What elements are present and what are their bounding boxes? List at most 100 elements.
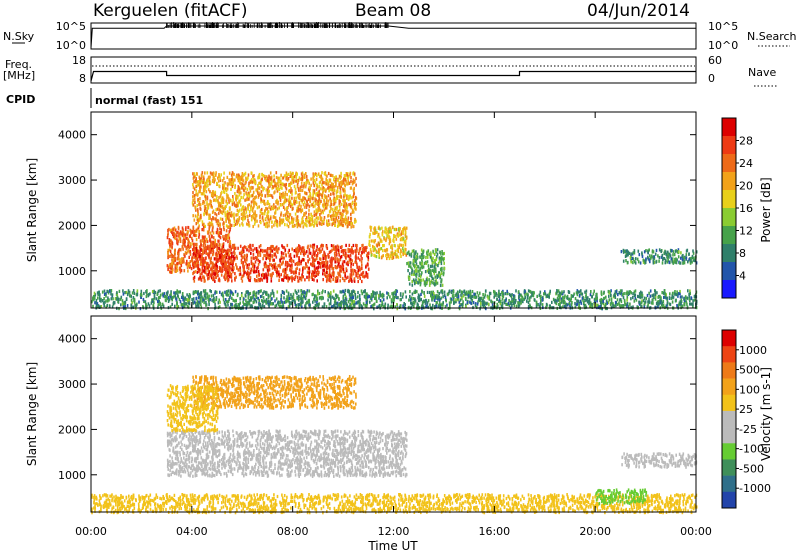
heatmap-cell bbox=[663, 295, 665, 299]
heatmap-cell bbox=[200, 259, 202, 264]
heatmap-cell bbox=[107, 296, 109, 300]
heatmap-cell bbox=[260, 277, 262, 281]
heatmap-cell bbox=[112, 301, 115, 305]
heatmap-cell bbox=[250, 297, 252, 301]
heatmap-cell bbox=[518, 304, 520, 308]
heatmap-cell bbox=[184, 227, 187, 232]
heatmap-cell bbox=[204, 245, 207, 250]
heatmap-cell bbox=[211, 192, 214, 196]
heatmap-cell bbox=[375, 297, 377, 301]
heatmap-cell bbox=[390, 304, 392, 308]
heatmap-cell bbox=[321, 195, 323, 200]
heatmap-cell bbox=[236, 266, 238, 270]
heatmap-cell bbox=[594, 298, 597, 302]
heatmap-cell bbox=[326, 263, 328, 267]
heatmap-cell bbox=[107, 299, 109, 303]
heatmap-cell bbox=[299, 188, 302, 192]
heatmap-cell bbox=[128, 290, 131, 294]
heatmap-cell bbox=[124, 300, 127, 304]
heatmap-cell bbox=[335, 279, 338, 283]
heatmap-cell bbox=[366, 275, 369, 279]
heatmap-cell bbox=[601, 301, 603, 305]
heatmap-cell bbox=[203, 290, 206, 294]
heatmap-cell bbox=[262, 174, 265, 178]
heatmap-cell bbox=[312, 219, 314, 223]
heatmap-cell bbox=[490, 300, 493, 304]
heatmap-cell bbox=[362, 302, 365, 306]
heatmap-cell bbox=[332, 217, 335, 221]
heatmap-cell bbox=[314, 250, 316, 254]
heatmap-cell bbox=[197, 277, 200, 281]
heatmap-cell bbox=[479, 301, 482, 305]
heatmap-cell bbox=[226, 291, 228, 295]
heatmap-cell bbox=[329, 259, 331, 263]
heatmap-cell bbox=[121, 299, 124, 303]
heatmap-cell bbox=[297, 303, 299, 307]
heatmap-cell bbox=[344, 178, 347, 182]
heatmap-cell bbox=[171, 258, 173, 262]
heatmap-cell bbox=[131, 291, 134, 295]
heatmap-cell bbox=[290, 270, 292, 274]
heatmap-cell bbox=[313, 258, 316, 262]
heatmap-cell bbox=[315, 303, 318, 307]
power-heatmap bbox=[91, 171, 698, 311]
heatmap-cell bbox=[327, 199, 330, 203]
heatmap-cell bbox=[184, 233, 186, 237]
heatmap-cell bbox=[196, 300, 199, 304]
heatmap-cell bbox=[332, 192, 334, 196]
heatmap-cell bbox=[593, 289, 595, 293]
heatmap-cell bbox=[630, 305, 632, 309]
heatmap-cell bbox=[226, 265, 229, 269]
heatmap-cell bbox=[259, 289, 261, 294]
heatmap-cell bbox=[282, 205, 285, 209]
heatmap-cell bbox=[225, 192, 228, 196]
heatmap-cell bbox=[267, 193, 270, 197]
heatmap-cell bbox=[222, 186, 224, 190]
heatmap-cell bbox=[564, 304, 567, 309]
heatmap-cell bbox=[262, 272, 264, 276]
heatmap-cell bbox=[591, 295, 593, 299]
heatmap-cell bbox=[418, 299, 421, 303]
heatmap-cell bbox=[275, 245, 278, 249]
heatmap-cell bbox=[272, 266, 274, 270]
heatmap-cell bbox=[251, 209, 254, 213]
heatmap-cell bbox=[517, 301, 520, 305]
heatmap-cell bbox=[192, 183, 194, 187]
heatmap-cell bbox=[191, 230, 194, 234]
heatmap-cell bbox=[233, 212, 235, 216]
heatmap-cell bbox=[239, 269, 242, 273]
heatmap-cell bbox=[294, 223, 296, 228]
heatmap-cell bbox=[230, 178, 232, 182]
heatmap-cell bbox=[267, 176, 269, 180]
heatmap-cell bbox=[633, 293, 636, 297]
heatmap-cell bbox=[196, 218, 199, 222]
heatmap-cell bbox=[201, 256, 203, 260]
heatmap-cell bbox=[201, 192, 204, 196]
heatmap-cell bbox=[275, 186, 278, 190]
heatmap-cell bbox=[396, 289, 398, 293]
heatmap-cell bbox=[617, 293, 619, 297]
heatmap-cell bbox=[198, 255, 200, 259]
heatmap-cell bbox=[342, 249, 345, 253]
heatmap-cell bbox=[243, 183, 245, 187]
heatmap-cell bbox=[208, 252, 211, 256]
heatmap-cell bbox=[281, 261, 284, 265]
heatmap-cell bbox=[593, 305, 596, 309]
heatmap-cell bbox=[576, 293, 579, 297]
heatmap-cell bbox=[327, 255, 330, 259]
heatmap-cell bbox=[289, 255, 292, 259]
heatmap-cell bbox=[231, 265, 234, 269]
heatmap-cell bbox=[253, 174, 255, 178]
heatmap-cell bbox=[395, 289, 397, 293]
heatmap-cell bbox=[268, 174, 270, 178]
heatmap-cell bbox=[167, 228, 169, 232]
heatmap-cell bbox=[466, 292, 469, 296]
heatmap-cell bbox=[258, 303, 260, 307]
heatmap-cell bbox=[259, 192, 261, 196]
heatmap-cell bbox=[309, 199, 311, 204]
heatmap-cell bbox=[559, 291, 561, 295]
heatmap-cell bbox=[233, 257, 235, 261]
heatmap-cell bbox=[355, 246, 358, 250]
freq-tick-bottom: 8 bbox=[79, 72, 86, 85]
heatmap-cell bbox=[208, 216, 210, 220]
